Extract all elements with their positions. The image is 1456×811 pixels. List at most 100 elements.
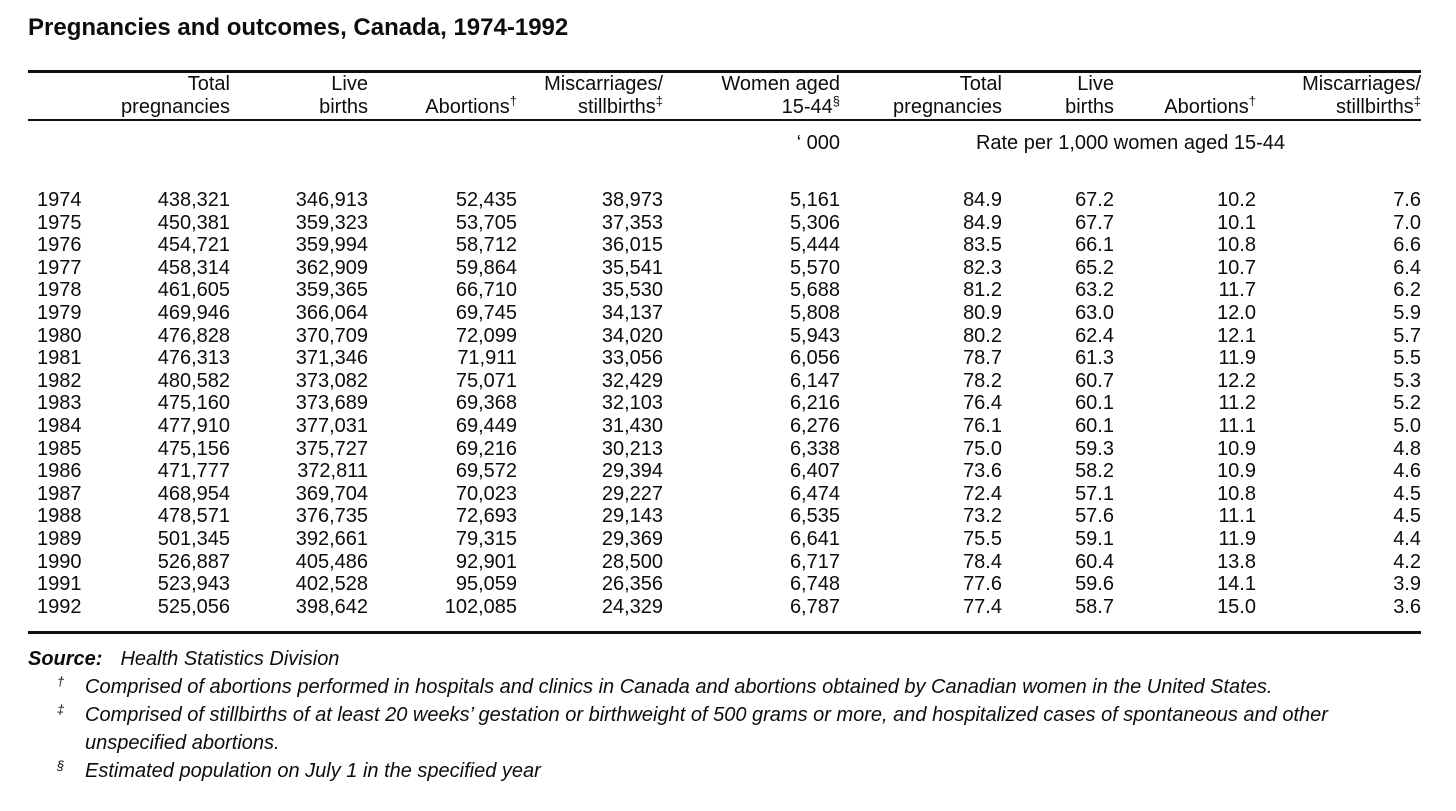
value-cell: 59.3 — [1075, 437, 1114, 460]
value-cell: 372,811 — [297, 460, 368, 483]
footnote-marker-superscript: † — [509, 93, 517, 109]
value-cell: 13.8 — [1217, 550, 1256, 573]
value-cell: 78.7 — [963, 347, 1002, 370]
year-cell: 1991 — [37, 573, 82, 596]
table-row: 1989 501,345 392,661 79,315 29,369 6,641 75.5 5… — [28, 528, 1421, 551]
source-line: Source: Health Statistics Division — [28, 645, 1423, 673]
value-cell: 69,368 — [455, 392, 517, 415]
table-row: 1976 454,721 359,994 58,712 36,015 5,444 83.5 6… — [28, 234, 1421, 257]
column-header-0 — [28, 71, 88, 121]
value-cell: 501,345 — [157, 527, 230, 550]
value-cell: 73.2 — [963, 505, 1002, 528]
table-row: 1987 468,954 369,704 70,023 29,227 6,474 72.4 5… — [28, 483, 1421, 506]
value-cell: 10.8 — [1217, 234, 1256, 257]
footnote: † Comprised of abortions performed in hos… — [28, 673, 1423, 701]
value-cell: 15.0 — [1217, 595, 1256, 618]
value-cell: 75.5 — [963, 527, 1002, 550]
value-cell: 57.1 — [1075, 482, 1114, 505]
value-cell: 29,143 — [601, 505, 663, 528]
footnote-marker: § — [57, 758, 65, 774]
value-cell: 70,023 — [455, 482, 517, 505]
value-cell: 402,528 — [295, 573, 368, 596]
value-cell: 10.1 — [1217, 211, 1256, 234]
footnote: § Estimated population on July 1 in the s… — [28, 757, 1423, 785]
value-cell: 6,056 — [789, 347, 840, 370]
value-cell: 67.7 — [1075, 211, 1114, 234]
table-row: 1975 450,381 359,323 53,705 37,353 5,306 84.9 6… — [28, 212, 1421, 235]
year-cell: 1977 — [37, 256, 82, 279]
value-cell: 6,535 — [789, 505, 840, 528]
value-cell: 10.9 — [1217, 460, 1256, 483]
value-cell: 476,828 — [157, 324, 230, 347]
column-header-4: Miscarriages/stillbirths‡ — [517, 71, 663, 121]
footnote-marker-superscript: § — [832, 93, 840, 109]
source-label: Source: — [28, 648, 103, 671]
value-cell: 6,276 — [789, 414, 840, 437]
footnote-marker: ‡ — [57, 702, 65, 718]
value-cell: 11.7 — [1218, 279, 1256, 302]
value-cell: 34,137 — [601, 301, 663, 324]
value-cell: 5.5 — [1393, 347, 1421, 370]
value-cell: 66.1 — [1075, 234, 1114, 257]
value-cell: 61.3 — [1075, 347, 1114, 370]
value-cell: 5.9 — [1393, 301, 1421, 324]
value-cell: 438,321 — [157, 189, 230, 211]
footnote-text: Estimated population on July 1 in the sp… — [85, 760, 541, 783]
value-cell: 29,394 — [601, 460, 663, 483]
table-row: 1974 438,321 346,913 52,435 38,973 5,161 84.9 6… — [28, 189, 1421, 212]
value-cell: 359,365 — [295, 279, 368, 302]
value-cell: 6,338 — [789, 437, 840, 460]
year-cell: 1992 — [37, 595, 82, 618]
value-cell: 60.1 — [1075, 414, 1114, 437]
table-row: 1980 476,828 370,709 72,099 34,020 5,943 80.2 6… — [28, 325, 1421, 348]
value-cell: 468,954 — [157, 482, 230, 505]
value-cell: 73.6 — [963, 460, 1002, 483]
source-text: Health Statistics Division — [120, 648, 340, 671]
unit-row: ‘ 000 Rate per 1,000 women aged 15-44 — [28, 120, 1421, 165]
value-cell: 5.3 — [1393, 369, 1421, 392]
value-cell: 450,381 — [157, 211, 230, 234]
spacer-row — [28, 165, 1421, 189]
value-cell: 32,429 — [601, 369, 663, 392]
value-cell: 6,787 — [789, 595, 840, 618]
value-cell: 38,973 — [601, 189, 663, 211]
value-cell: 75,071 — [455, 369, 517, 392]
value-cell: 76.4 — [963, 392, 1002, 415]
value-cell: 6,147 — [789, 369, 840, 392]
value-cell: 79,315 — [455, 527, 517, 550]
value-cell: 30,213 — [601, 437, 663, 460]
value-cell: 72.4 — [963, 482, 1002, 505]
table-row: 1990 526,887 405,486 92,901 28,500 6,717 78.4 6… — [28, 551, 1421, 574]
value-cell: 7.0 — [1393, 211, 1421, 234]
footnote-text: Comprised of abortions performed in hosp… — [85, 676, 1273, 699]
value-cell: 10.9 — [1217, 437, 1256, 460]
value-cell: 5,161 — [789, 189, 840, 211]
value-cell: 32,103 — [601, 392, 663, 415]
value-cell: 10.7 — [1217, 256, 1256, 279]
value-cell: 11.1 — [1218, 414, 1256, 437]
value-cell: 370,709 — [295, 324, 368, 347]
value-cell: 6,717 — [789, 550, 840, 573]
value-cell: 471,777 — [157, 460, 230, 483]
value-cell: 69,745 — [455, 301, 517, 324]
value-cell: 369,704 — [295, 482, 368, 505]
value-cell: 373,689 — [295, 392, 368, 415]
value-cell: 373,082 — [295, 369, 368, 392]
value-cell: 78.2 — [963, 369, 1002, 392]
value-cell: 6,641 — [789, 527, 840, 550]
value-cell: 6,407 — [789, 460, 840, 483]
value-cell: 31,430 — [601, 414, 663, 437]
footnote-marker-superscript: ‡ — [1413, 93, 1421, 109]
table-row: 1991 523,943 402,528 95,059 26,356 6,748 77.6 5… — [28, 573, 1421, 596]
value-cell: 58.7 — [1075, 595, 1114, 618]
table-row: 1985 475,156 375,727 69,216 30,213 6,338 75.0 5… — [28, 438, 1421, 461]
value-cell: 58.2 — [1075, 460, 1114, 483]
value-cell: 359,323 — [295, 211, 368, 234]
value-cell: 359,994 — [295, 234, 368, 257]
value-cell: 6.6 — [1393, 234, 1421, 257]
value-cell: 6,474 — [789, 482, 840, 505]
value-cell: 5,688 — [789, 279, 840, 302]
unit-empty-cell — [28, 120, 663, 165]
value-cell: 81.2 — [963, 279, 1002, 302]
year-cell: 1985 — [37, 437, 82, 460]
